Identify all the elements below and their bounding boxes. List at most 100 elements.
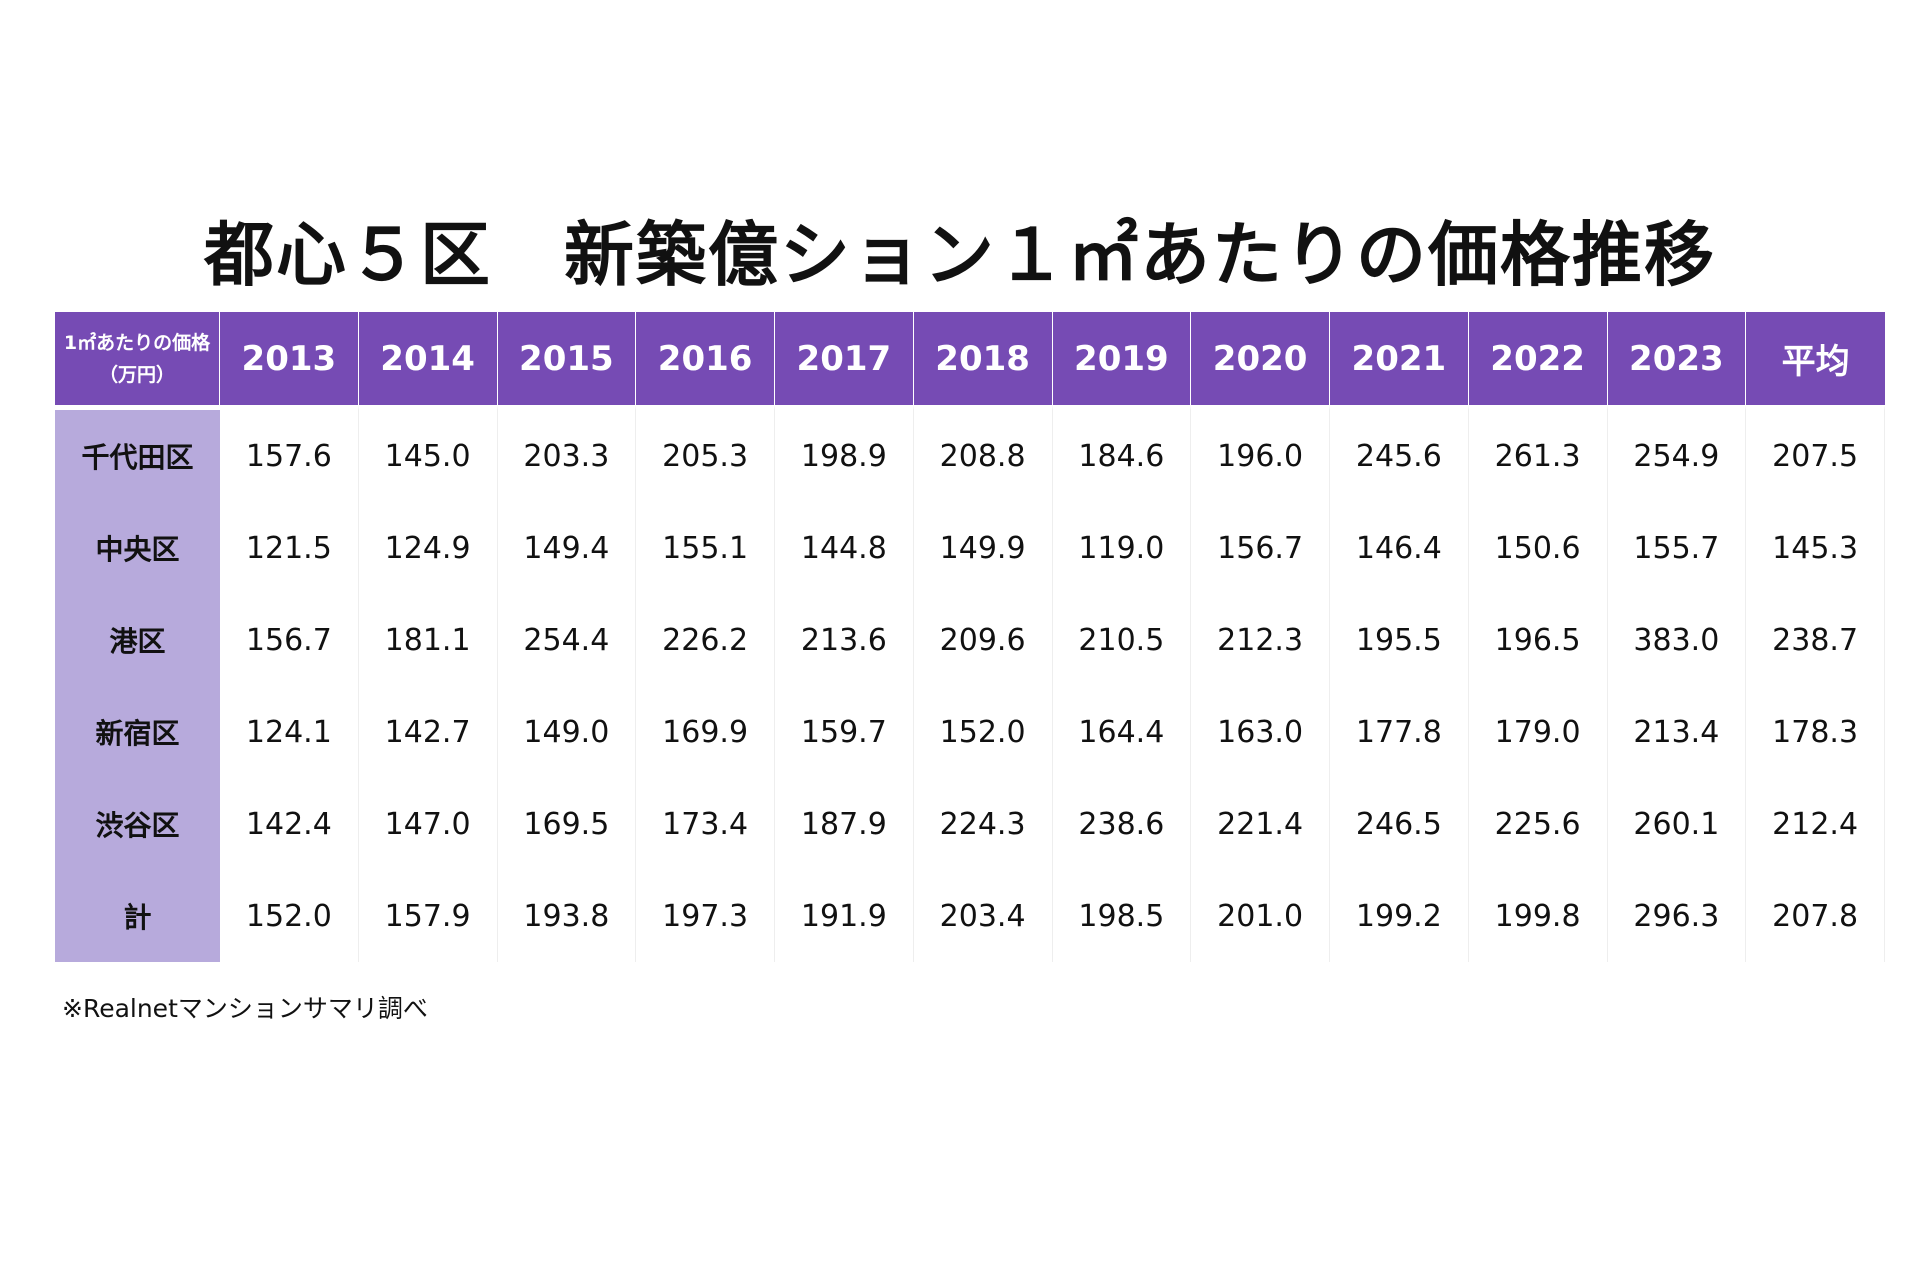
value-cell: 196.5 bbox=[1468, 594, 1608, 686]
column-header: 2018 bbox=[913, 312, 1053, 405]
value-cell: 142.7 bbox=[358, 686, 498, 778]
table-row: 千代田区 157.6 145.0 203.3 205.3 198.9 208.8 184.6 1… bbox=[55, 405, 1885, 502]
value-cell: 383.0 bbox=[1607, 594, 1747, 686]
value-cell: 221.4 bbox=[1191, 778, 1330, 870]
value-cell: 181.1 bbox=[358, 594, 498, 686]
value-cell: 149.0 bbox=[497, 686, 637, 778]
table-row: 新宿区 124.1 142.7 149.0 169.9 159.7 152.0 164.4 16… bbox=[55, 686, 1885, 778]
value-cell: 207.8 bbox=[1746, 870, 1885, 962]
value-cell: 198.9 bbox=[775, 405, 914, 502]
value-cell: 152.0 bbox=[220, 870, 359, 962]
column-header: 2020 bbox=[1191, 312, 1330, 405]
value-cell: 196.0 bbox=[1191, 405, 1330, 502]
value-cell: 213.6 bbox=[775, 594, 914, 686]
row-label: 計 bbox=[55, 870, 220, 962]
column-header: 2017 bbox=[775, 312, 914, 405]
value-cell: 254.9 bbox=[1607, 405, 1747, 502]
value-cell: 210.5 bbox=[1052, 594, 1192, 686]
table-row: 港区 156.7 181.1 254.4 226.2 213.6 209.6 210.5 212… bbox=[55, 594, 1885, 686]
value-cell: 198.5 bbox=[1052, 870, 1192, 962]
value-cell: 296.3 bbox=[1607, 870, 1747, 962]
value-cell: 191.9 bbox=[775, 870, 914, 962]
value-cell: 195.5 bbox=[1330, 594, 1469, 686]
row-label: 港区 bbox=[55, 594, 220, 686]
value-cell: 144.8 bbox=[775, 502, 914, 594]
value-cell: 173.4 bbox=[636, 778, 775, 870]
value-cell: 169.5 bbox=[497, 778, 637, 870]
row-label: 渋谷区 bbox=[55, 778, 220, 870]
value-cell: 145.3 bbox=[1746, 502, 1885, 594]
source-footnote: ※Realnetマンションサマリ調べ bbox=[62, 994, 428, 1023]
value-cell: 142.4 bbox=[220, 778, 359, 870]
value-cell: 254.4 bbox=[497, 594, 637, 686]
corner-unit-sublabel: （万円） bbox=[98, 363, 175, 386]
column-header-average: 平均 bbox=[1746, 312, 1885, 405]
value-cell: 155.1 bbox=[636, 502, 775, 594]
corner-unit-label: 1㎡あたりの価格 bbox=[63, 331, 211, 354]
value-cell: 225.6 bbox=[1468, 778, 1608, 870]
value-cell: 178.3 bbox=[1746, 686, 1885, 778]
value-cell: 157.9 bbox=[358, 870, 498, 962]
table-body: 千代田区 157.6 145.0 203.3 205.3 198.9 208.8 184.6 1… bbox=[55, 405, 1885, 962]
value-cell: 119.0 bbox=[1052, 502, 1192, 594]
value-cell: 238.7 bbox=[1746, 594, 1885, 686]
column-header: 2019 bbox=[1052, 312, 1192, 405]
row-label: 中央区 bbox=[55, 502, 220, 594]
value-cell: 203.3 bbox=[497, 405, 637, 502]
value-cell: 193.8 bbox=[497, 870, 637, 962]
column-header: 2016 bbox=[636, 312, 775, 405]
value-cell: 260.1 bbox=[1607, 778, 1747, 870]
column-header: 2015 bbox=[497, 312, 637, 405]
value-cell: 152.0 bbox=[913, 686, 1053, 778]
value-cell: 203.4 bbox=[913, 870, 1053, 962]
row-label: 新宿区 bbox=[55, 686, 220, 778]
value-cell: 209.6 bbox=[913, 594, 1053, 686]
value-cell: 156.7 bbox=[1191, 502, 1330, 594]
value-cell: 155.7 bbox=[1607, 502, 1747, 594]
value-cell: 124.9 bbox=[358, 502, 498, 594]
value-cell: 199.8 bbox=[1468, 870, 1608, 962]
value-cell: 164.4 bbox=[1052, 686, 1192, 778]
value-cell: 197.3 bbox=[636, 870, 775, 962]
price-table: 1㎡あたりの価格 （万円） 2013 2014 2015 2016 2017 2… bbox=[55, 312, 1885, 962]
column-header: 2013 bbox=[220, 312, 359, 405]
value-cell: 163.0 bbox=[1191, 686, 1330, 778]
value-cell: 261.3 bbox=[1468, 405, 1608, 502]
value-cell: 246.5 bbox=[1330, 778, 1469, 870]
value-cell: 226.2 bbox=[636, 594, 775, 686]
value-cell: 208.8 bbox=[913, 405, 1053, 502]
value-cell: 121.5 bbox=[220, 502, 359, 594]
value-cell: 150.6 bbox=[1468, 502, 1608, 594]
value-cell: 238.6 bbox=[1052, 778, 1192, 870]
header-row: 1㎡あたりの価格 （万円） 2013 2014 2015 2016 2017 2… bbox=[55, 312, 1885, 405]
value-cell: 199.2 bbox=[1330, 870, 1469, 962]
table-title: 都心５区 新築億ション１㎡あたりの価格推移 bbox=[204, 214, 1716, 296]
value-cell: 149.9 bbox=[913, 502, 1053, 594]
value-cell: 147.0 bbox=[358, 778, 498, 870]
column-header: 2021 bbox=[1330, 312, 1469, 405]
value-cell: 245.6 bbox=[1330, 405, 1469, 502]
row-label: 千代田区 bbox=[55, 405, 220, 502]
value-cell: 179.0 bbox=[1468, 686, 1608, 778]
value-cell: 177.8 bbox=[1330, 686, 1469, 778]
value-cell: 159.7 bbox=[775, 686, 914, 778]
value-cell: 157.6 bbox=[220, 405, 359, 502]
value-cell: 169.9 bbox=[636, 686, 775, 778]
value-cell: 146.4 bbox=[1330, 502, 1469, 594]
value-cell: 201.0 bbox=[1191, 870, 1330, 962]
column-header: 2014 bbox=[358, 312, 498, 405]
value-cell: 213.4 bbox=[1607, 686, 1747, 778]
table-row: 渋谷区 142.4 147.0 169.5 173.4 187.9 224.3 238.6 22… bbox=[55, 778, 1885, 870]
value-cell: 212.4 bbox=[1746, 778, 1885, 870]
value-cell: 224.3 bbox=[913, 778, 1053, 870]
column-header: 2022 bbox=[1468, 312, 1608, 405]
corner-cell: 1㎡あたりの価格 （万円） bbox=[55, 312, 220, 405]
value-cell: 156.7 bbox=[220, 594, 359, 686]
column-header: 2023 bbox=[1607, 312, 1747, 405]
value-cell: 205.3 bbox=[636, 405, 775, 502]
value-cell: 187.9 bbox=[775, 778, 914, 870]
value-cell: 184.6 bbox=[1052, 405, 1192, 502]
value-cell: 149.4 bbox=[497, 502, 637, 594]
table-row: 計 152.0 157.9 193.8 197.3 191.9 203.4 198.5 201.… bbox=[55, 870, 1885, 962]
table-row: 中央区 121.5 124.9 149.4 155.1 144.8 149.9 119.0 15… bbox=[55, 502, 1885, 594]
